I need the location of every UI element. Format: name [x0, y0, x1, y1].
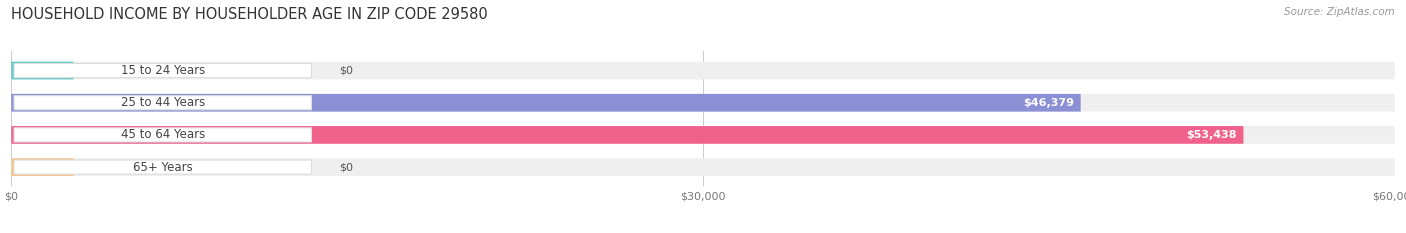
Text: 65+ Years: 65+ Years [132, 161, 193, 174]
Text: 15 to 24 Years: 15 to 24 Years [121, 64, 205, 77]
Text: $0: $0 [339, 162, 353, 172]
FancyBboxPatch shape [14, 128, 312, 142]
FancyBboxPatch shape [11, 158, 1395, 176]
FancyBboxPatch shape [11, 126, 1243, 144]
Text: Source: ZipAtlas.com: Source: ZipAtlas.com [1284, 7, 1395, 17]
FancyBboxPatch shape [11, 126, 1395, 144]
FancyBboxPatch shape [11, 62, 1395, 79]
Text: 45 to 64 Years: 45 to 64 Years [121, 128, 205, 141]
Text: $53,438: $53,438 [1187, 130, 1236, 140]
FancyBboxPatch shape [14, 63, 312, 78]
Text: $0: $0 [339, 65, 353, 75]
FancyBboxPatch shape [14, 96, 312, 110]
FancyBboxPatch shape [11, 62, 73, 79]
FancyBboxPatch shape [14, 160, 312, 174]
Text: $46,379: $46,379 [1022, 98, 1074, 108]
Text: 25 to 44 Years: 25 to 44 Years [121, 96, 205, 109]
FancyBboxPatch shape [11, 94, 1395, 112]
Text: HOUSEHOLD INCOME BY HOUSEHOLDER AGE IN ZIP CODE 29580: HOUSEHOLD INCOME BY HOUSEHOLDER AGE IN Z… [11, 7, 488, 22]
FancyBboxPatch shape [11, 94, 1081, 112]
FancyBboxPatch shape [11, 158, 73, 176]
